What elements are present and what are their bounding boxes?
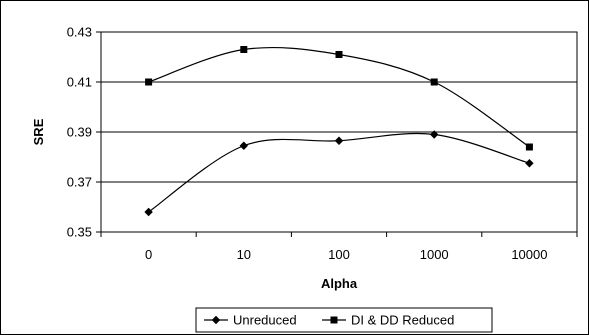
gridlines [101,81,577,183]
y-tick-label: 0.37 [67,175,92,190]
data-point [525,159,534,168]
x-tick-label: 1000 [420,247,449,262]
series-reduced [145,46,533,151]
data-point [430,130,439,139]
x-tick-label: 10000 [511,247,547,262]
y-tick-label: 0.43 [67,25,92,40]
data-point [334,136,344,145]
y-tick-label: 0.39 [67,125,92,140]
data-point [145,78,153,86]
series-layer [144,46,534,217]
legend-marker [211,315,221,325]
data-point [240,46,248,53]
data-point [144,207,153,217]
data-point [430,78,438,86]
legend: Unreduced DI & DD Reduced [195,307,493,333]
data-point [525,143,533,151]
legend-label: Unreduced [233,313,297,328]
y-tick-label: 0.41 [67,75,92,90]
y-axis-ticks: 0.35 0.37 0.39 0.41 0.43 [67,25,101,240]
legend-marker [330,316,338,324]
x-tick-label: 0 [145,247,152,262]
y-tick-label: 0.35 [67,225,92,240]
x-tick-label: 100 [328,247,350,262]
legend-label: DI & DD Reduced [351,313,454,328]
series-unreduced [144,130,534,217]
x-axis-title: Alpha [321,276,358,291]
x-tick-label: 10 [237,247,251,262]
data-point [239,141,248,150]
data-point [335,51,343,58]
y-axis-title: SRE [31,118,46,145]
x-axis-ticks: 0 10 100 1000 10000 [100,232,578,262]
